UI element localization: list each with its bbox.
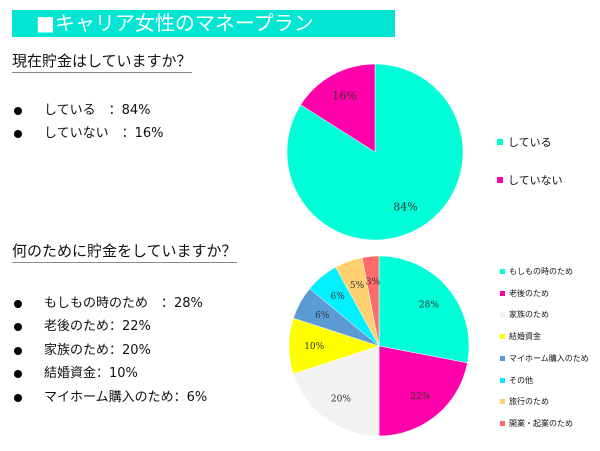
pie-slice [361, 255, 380, 347]
list-item-text: 老後のため：22% [44, 319, 151, 334]
list-item-text: 家族のため：20% [44, 343, 151, 358]
legend-swatch [500, 377, 505, 383]
data-label: 5% [350, 281, 365, 291]
legend-label: していない [508, 174, 563, 187]
list-item: している ：84% [14, 99, 151, 118]
list-item: していない ：16% [14, 122, 164, 141]
legend-label: している [508, 136, 552, 149]
legend-item: 老後のため [500, 288, 549, 299]
legend-swatch [500, 269, 505, 274]
data-label: 28% [419, 301, 439, 311]
list-item: 結婚資金：10% [14, 362, 138, 381]
legend-label: もしもの時のため [509, 267, 573, 276]
question-1-heading: 現在貯金はしていますか？ [12, 50, 192, 73]
legend-swatch [500, 420, 505, 426]
data-label: 22% [410, 392, 430, 402]
data-label: 84% [393, 201, 417, 214]
legend-item: その他 [500, 375, 533, 386]
legend-swatch [500, 312, 505, 318]
bullet-icon [14, 346, 22, 355]
data-label: 6% [315, 311, 330, 321]
legend-swatch [500, 399, 505, 405]
bullet-icon [14, 393, 22, 402]
legend-label: 家族のため [509, 310, 549, 320]
bullet-icon [14, 299, 22, 308]
data-label: 6% [331, 292, 346, 302]
list-item: 家族のため：20% [14, 339, 151, 358]
pie-slice [378, 345, 468, 437]
page-title: ■キャリア女性のマネープラン [36, 11, 314, 35]
list-item-text: マイホーム購入のため：6% [44, 390, 208, 405]
bullet-icon [14, 322, 22, 331]
legend-item: 開業・起業のため [500, 418, 573, 429]
bullet-icon [14, 369, 22, 378]
data-label: 10% [304, 342, 324, 352]
pie-slice [293, 345, 380, 437]
legend-swatch [497, 177, 503, 183]
question-2-heading: 何のために貯金をしていますか？ [12, 240, 237, 263]
legend-label: 結婚資金 [509, 332, 541, 342]
list-item-text: していない ：16% [44, 126, 164, 141]
legend-item: 旅行のため [500, 396, 549, 407]
list-item-text: 結婚資金：10% [44, 366, 138, 381]
legend-label: 老後のため [509, 288, 549, 298]
pie-slice [378, 255, 470, 364]
legend-item: 結婚資金 [500, 331, 541, 342]
title-banner: ■キャリア女性のマネープラン [12, 10, 395, 37]
legend-label: 旅行のため [509, 397, 549, 407]
list-item-text: している ：84% [44, 103, 151, 118]
bullet-icon [14, 129, 22, 138]
data-label: 20% [331, 394, 351, 404]
data-label: 16% [332, 89, 356, 102]
legend-label: 開業・起業のため [509, 418, 573, 428]
legend-item: もしもの時のため [500, 266, 573, 277]
list-item: マイホーム購入のため：6% [14, 386, 207, 405]
list-item: もしもの時のため ：28% [14, 292, 203, 311]
list-item-text: もしもの時のため ：28% [44, 296, 203, 311]
bullet-icon [14, 106, 22, 115]
pie-slice [300, 63, 376, 153]
legend-item: している [497, 134, 552, 150]
legend-swatch [497, 139, 503, 145]
data-label: 3% [366, 277, 381, 287]
legend-swatch [500, 355, 505, 361]
list-item: 老後のため：22% [14, 315, 151, 334]
legend-label: その他 [509, 375, 533, 385]
legend-item: 家族のため [500, 309, 549, 320]
legend-item: マイホーム購入のため [500, 353, 589, 364]
legend-swatch [500, 334, 505, 340]
legend-swatch [500, 290, 505, 296]
legend-label: マイホーム購入のため [509, 353, 589, 363]
legend-item: していない [497, 172, 563, 188]
